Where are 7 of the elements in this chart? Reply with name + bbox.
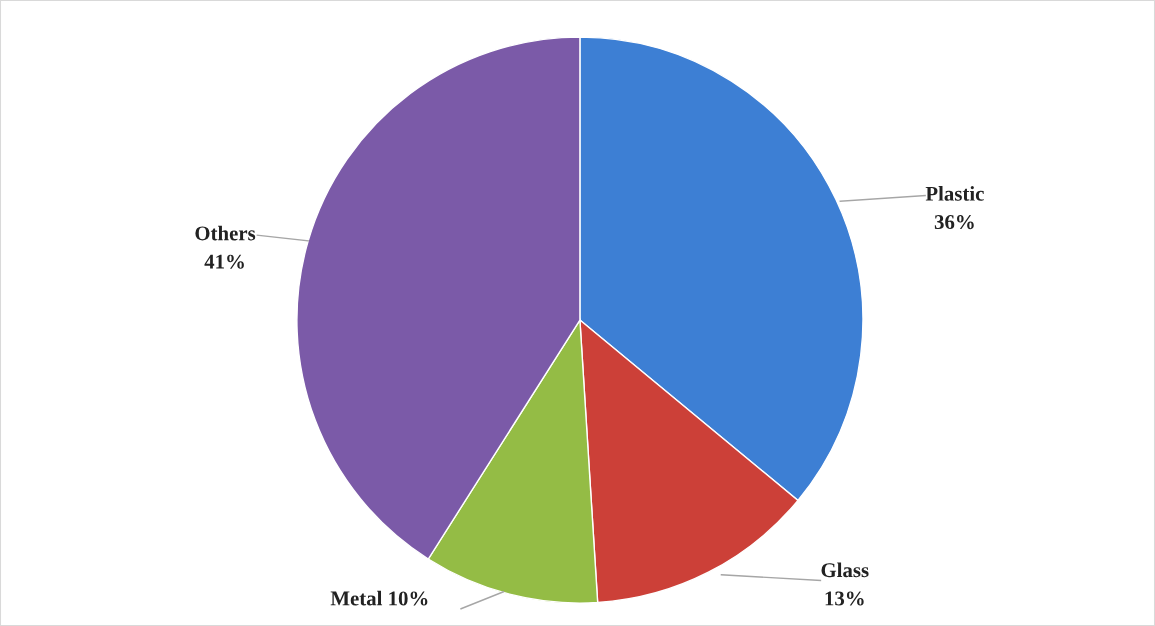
slice-label: Plastic [925, 186, 984, 201]
slice-label: Glass [821, 562, 869, 578]
slice-label: Others [195, 225, 256, 241]
data-label: 36% [934, 215, 974, 230]
data-label: 13% [825, 591, 864, 606]
data-label: 41% [204, 254, 244, 269]
slice-label: Metal 10% [330, 590, 428, 606]
